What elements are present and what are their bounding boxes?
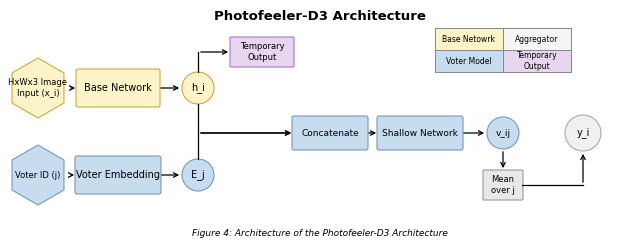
Text: v_ij: v_ij: [495, 129, 511, 138]
Text: Aggregator: Aggregator: [515, 34, 559, 43]
Text: Voter Model: Voter Model: [446, 57, 492, 65]
FancyBboxPatch shape: [76, 69, 160, 107]
FancyBboxPatch shape: [75, 156, 161, 194]
Ellipse shape: [182, 72, 214, 104]
FancyBboxPatch shape: [377, 116, 463, 150]
Bar: [435, 50, 503, 72]
Polygon shape: [12, 58, 64, 118]
Polygon shape: [12, 145, 64, 205]
Ellipse shape: [182, 159, 214, 191]
Text: Voter ID (j): Voter ID (j): [15, 171, 61, 180]
Text: E_j: E_j: [191, 170, 205, 181]
Bar: [503, 28, 571, 50]
FancyBboxPatch shape: [292, 116, 368, 150]
FancyBboxPatch shape: [230, 37, 294, 67]
Text: Mean
over j: Mean over j: [491, 175, 515, 195]
Text: Voter Embedding: Voter Embedding: [76, 170, 160, 180]
Text: HxWx3 Image
Input (x_i): HxWx3 Image Input (x_i): [8, 78, 67, 98]
Bar: [435, 28, 503, 50]
Text: h_i: h_i: [191, 82, 205, 93]
Bar: [435, 28, 571, 72]
Text: y_i: y_i: [576, 128, 589, 138]
Text: Temporary
Output: Temporary Output: [240, 42, 284, 62]
Text: Shallow Network: Shallow Network: [382, 129, 458, 138]
Ellipse shape: [565, 115, 601, 151]
Text: Photofeeler-D3 Architecture: Photofeeler-D3 Architecture: [214, 10, 426, 23]
FancyBboxPatch shape: [483, 170, 523, 200]
Text: Base Network: Base Network: [84, 83, 152, 93]
Text: Base Netowrk: Base Netowrk: [442, 34, 495, 43]
Bar: [503, 50, 571, 72]
Text: Figure 4: Architecture of the Photofeeler-D3 Architecture: Figure 4: Architecture of the Photofeele…: [192, 229, 448, 238]
Ellipse shape: [487, 117, 519, 149]
Text: Concatenate: Concatenate: [301, 129, 359, 138]
Text: Temporary
Output: Temporary Output: [516, 51, 557, 71]
